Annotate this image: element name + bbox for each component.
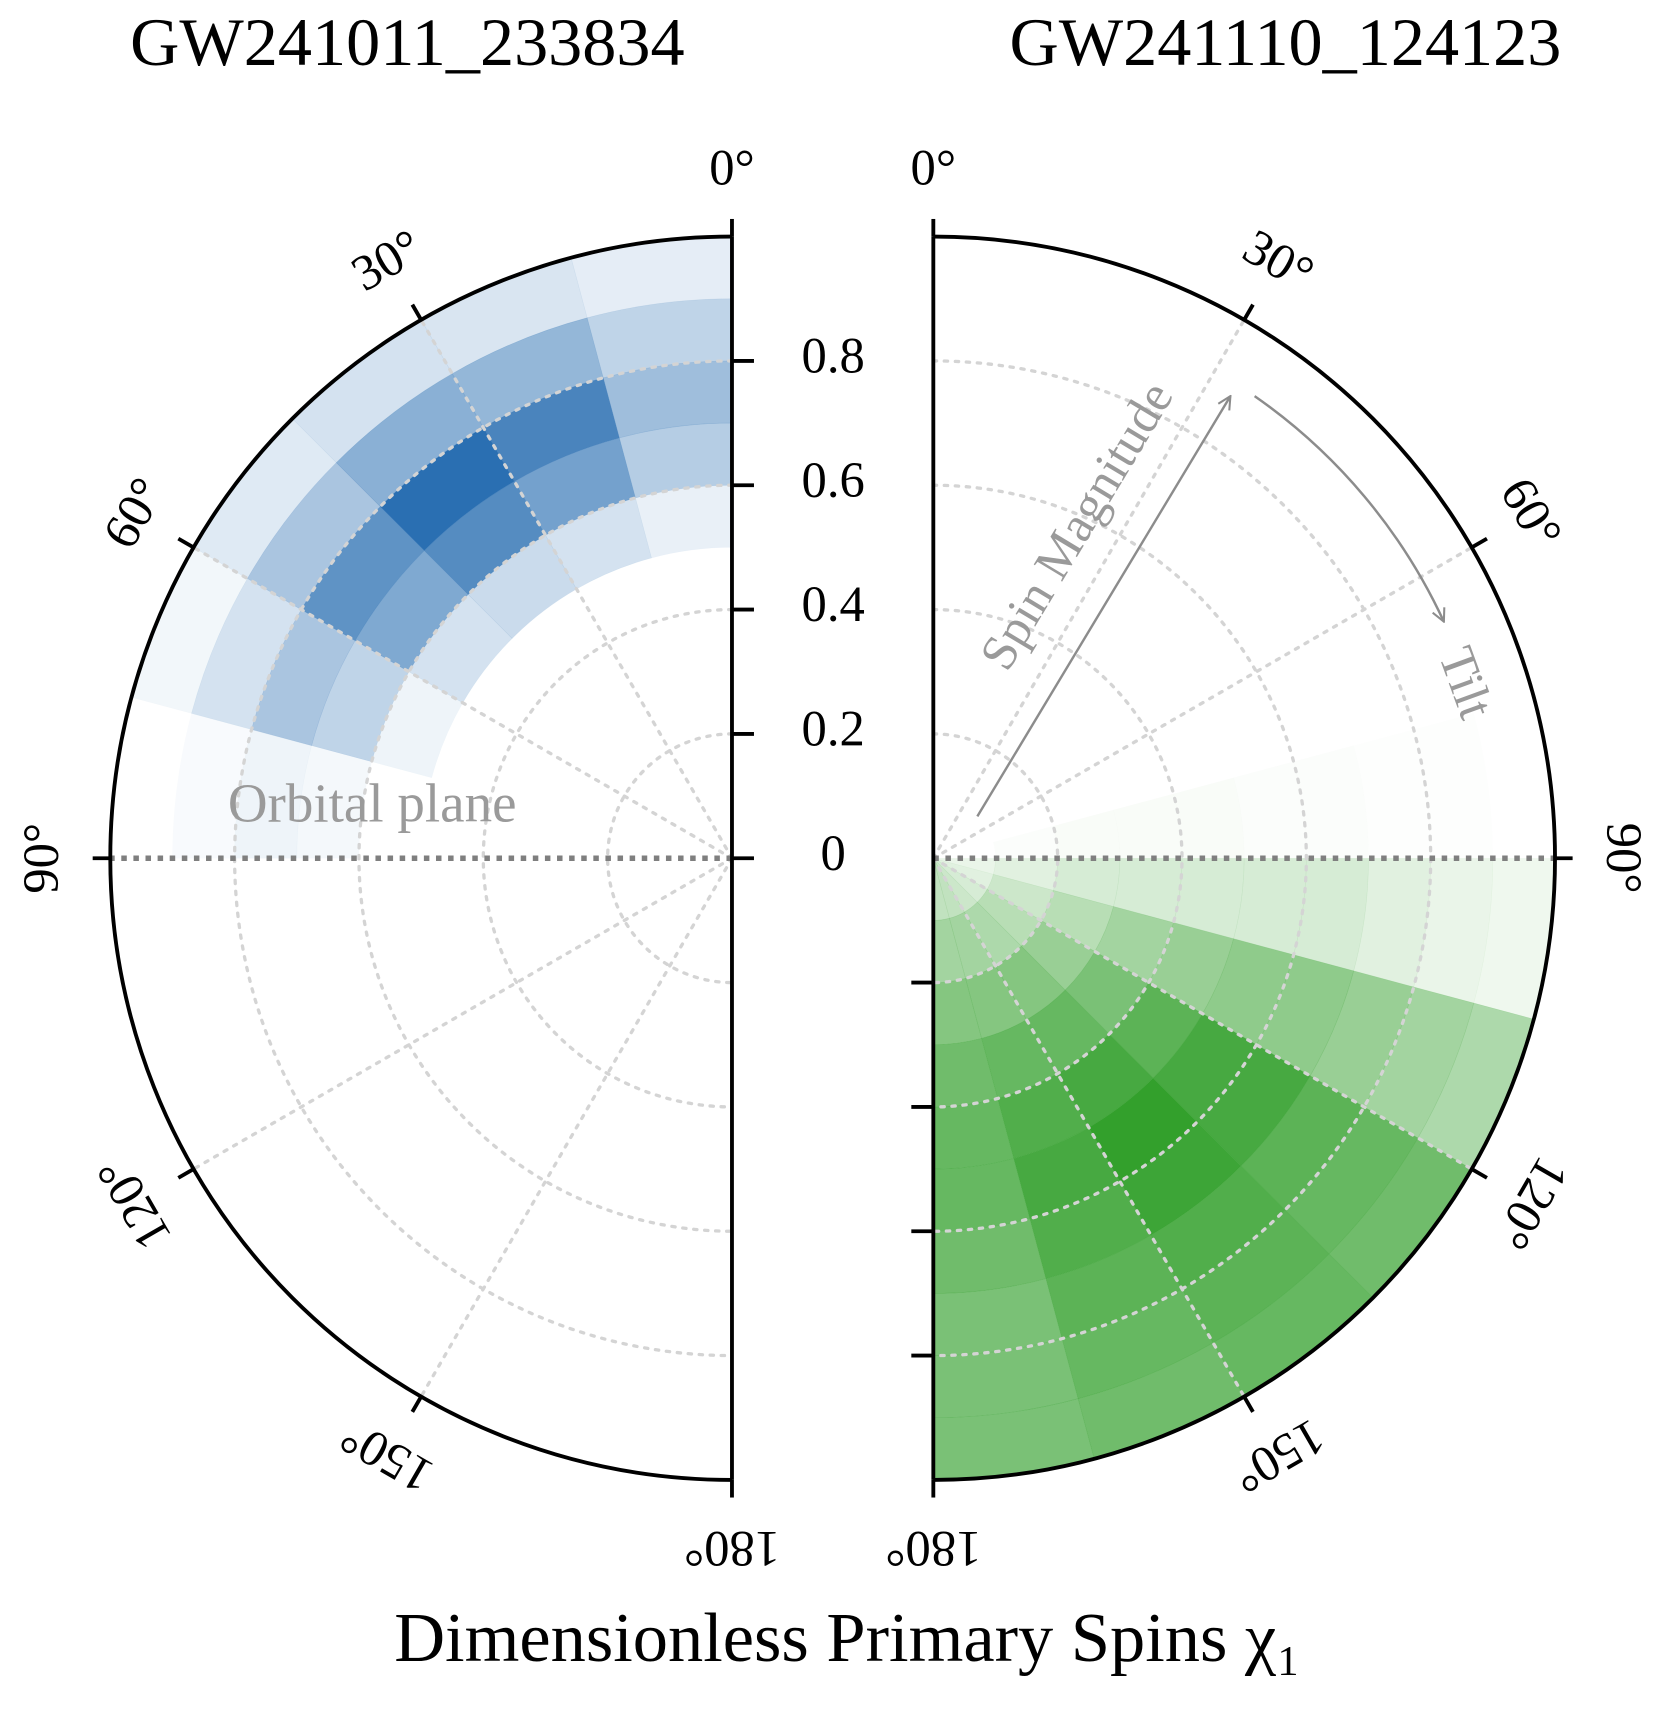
chart-title: GW241011_233834 bbox=[130, 4, 684, 80]
density-cell bbox=[467, 534, 577, 639]
grid-arc bbox=[357, 483, 734, 1233]
density-cell bbox=[234, 729, 312, 859]
theta-tick bbox=[177, 536, 195, 550]
axes: 0° 30° 60° 90° 120° 150° 180° 0 0.2 0.4 0.6 0.8 0° 30… bbox=[13, 139, 1652, 1577]
theta-tick bbox=[1242, 303, 1255, 321]
density-cell bbox=[635, 485, 732, 558]
density-cell bbox=[1053, 810, 1119, 858]
density-cell bbox=[986, 874, 1054, 921]
density-cell bbox=[949, 911, 996, 979]
density-cell bbox=[1152, 1013, 1257, 1123]
density-cell bbox=[131, 547, 248, 714]
density-cell bbox=[1413, 858, 1493, 1004]
theta-tick-label: 0° bbox=[911, 139, 957, 195]
annotation: Orbital plane bbox=[228, 772, 517, 833]
theta-tick-label: 30° bbox=[342, 218, 431, 302]
density-cell bbox=[1234, 762, 1307, 859]
theta-tick-label: 60° bbox=[1490, 468, 1574, 557]
grid-spoke bbox=[931, 856, 1246, 1399]
theta-tick-label: 150° bbox=[331, 1408, 442, 1505]
theta-tick-label: 180° bbox=[684, 1521, 780, 1577]
density-cell bbox=[1174, 778, 1245, 858]
grid-spoke bbox=[419, 856, 734, 1399]
grid-spoke bbox=[931, 545, 1474, 860]
theta-tick-label: 30° bbox=[1234, 218, 1323, 302]
grid-spoke bbox=[191, 545, 734, 860]
grid-spoke bbox=[931, 856, 1474, 1171]
density-cell bbox=[571, 236, 732, 318]
theta-tick-label: 120° bbox=[85, 1148, 182, 1259]
density-cell bbox=[371, 671, 463, 778]
theta-tick bbox=[1242, 1395, 1255, 1413]
density-cell bbox=[964, 901, 1022, 967]
density-cell bbox=[1013, 1127, 1121, 1219]
density-cell bbox=[1233, 857, 1307, 956]
theta-tick bbox=[177, 1167, 195, 1180]
theta-tick-label: 150° bbox=[1223, 1408, 1334, 1505]
theta-tick bbox=[1470, 536, 1488, 550]
theta-tick-label: 60° bbox=[92, 468, 176, 557]
r-tick-label: 0.4 bbox=[802, 576, 865, 632]
r-tick-label: 0.8 bbox=[802, 328, 865, 384]
theta-tick-label: 90° bbox=[1596, 823, 1652, 894]
grid-spoke bbox=[931, 318, 1246, 860]
theta-tick bbox=[1470, 1167, 1488, 1180]
tilt-arrow bbox=[1253, 395, 1444, 622]
density-cell bbox=[1113, 857, 1183, 923]
chart-title: GW241110_124123 bbox=[1009, 4, 1561, 80]
heatmaps bbox=[131, 236, 1556, 1481]
density-cell bbox=[976, 888, 1042, 947]
grids bbox=[110, 318, 1556, 1399]
theta-tick bbox=[410, 303, 423, 321]
x-axis-label: Dimensionless Primary Spins χ₁ bbox=[394, 1599, 1301, 1677]
grid-arc bbox=[481, 607, 734, 1109]
density-cell bbox=[933, 858, 988, 903]
density-cell bbox=[933, 858, 996, 875]
magnitude-arrow bbox=[976, 396, 1230, 818]
density-cell bbox=[296, 745, 372, 859]
theta-tick bbox=[410, 1395, 423, 1413]
r-tick-label: 0 bbox=[821, 825, 846, 881]
theta-tick-label: 90° bbox=[13, 823, 69, 894]
grid-spoke bbox=[191, 856, 734, 1171]
r-tick-label: 0.6 bbox=[802, 452, 865, 508]
theta-tick-label: 0° bbox=[709, 139, 755, 195]
density-cell bbox=[602, 360, 733, 439]
grid-arc bbox=[931, 483, 1308, 1233]
density-cell bbox=[1113, 794, 1182, 858]
density-cell bbox=[586, 298, 733, 379]
annotation: Tilt bbox=[1428, 639, 1505, 725]
density-cell bbox=[933, 1158, 1031, 1232]
r-tick-label: 0.2 bbox=[802, 701, 865, 757]
density-cell bbox=[1473, 858, 1556, 1020]
density-cell bbox=[993, 826, 1057, 858]
grid-arc bbox=[931, 607, 1184, 1109]
theta-tick-label: 180° bbox=[885, 1521, 981, 1577]
grid-spoke bbox=[419, 318, 734, 860]
theta-tick-label: 120° bbox=[1483, 1148, 1580, 1259]
